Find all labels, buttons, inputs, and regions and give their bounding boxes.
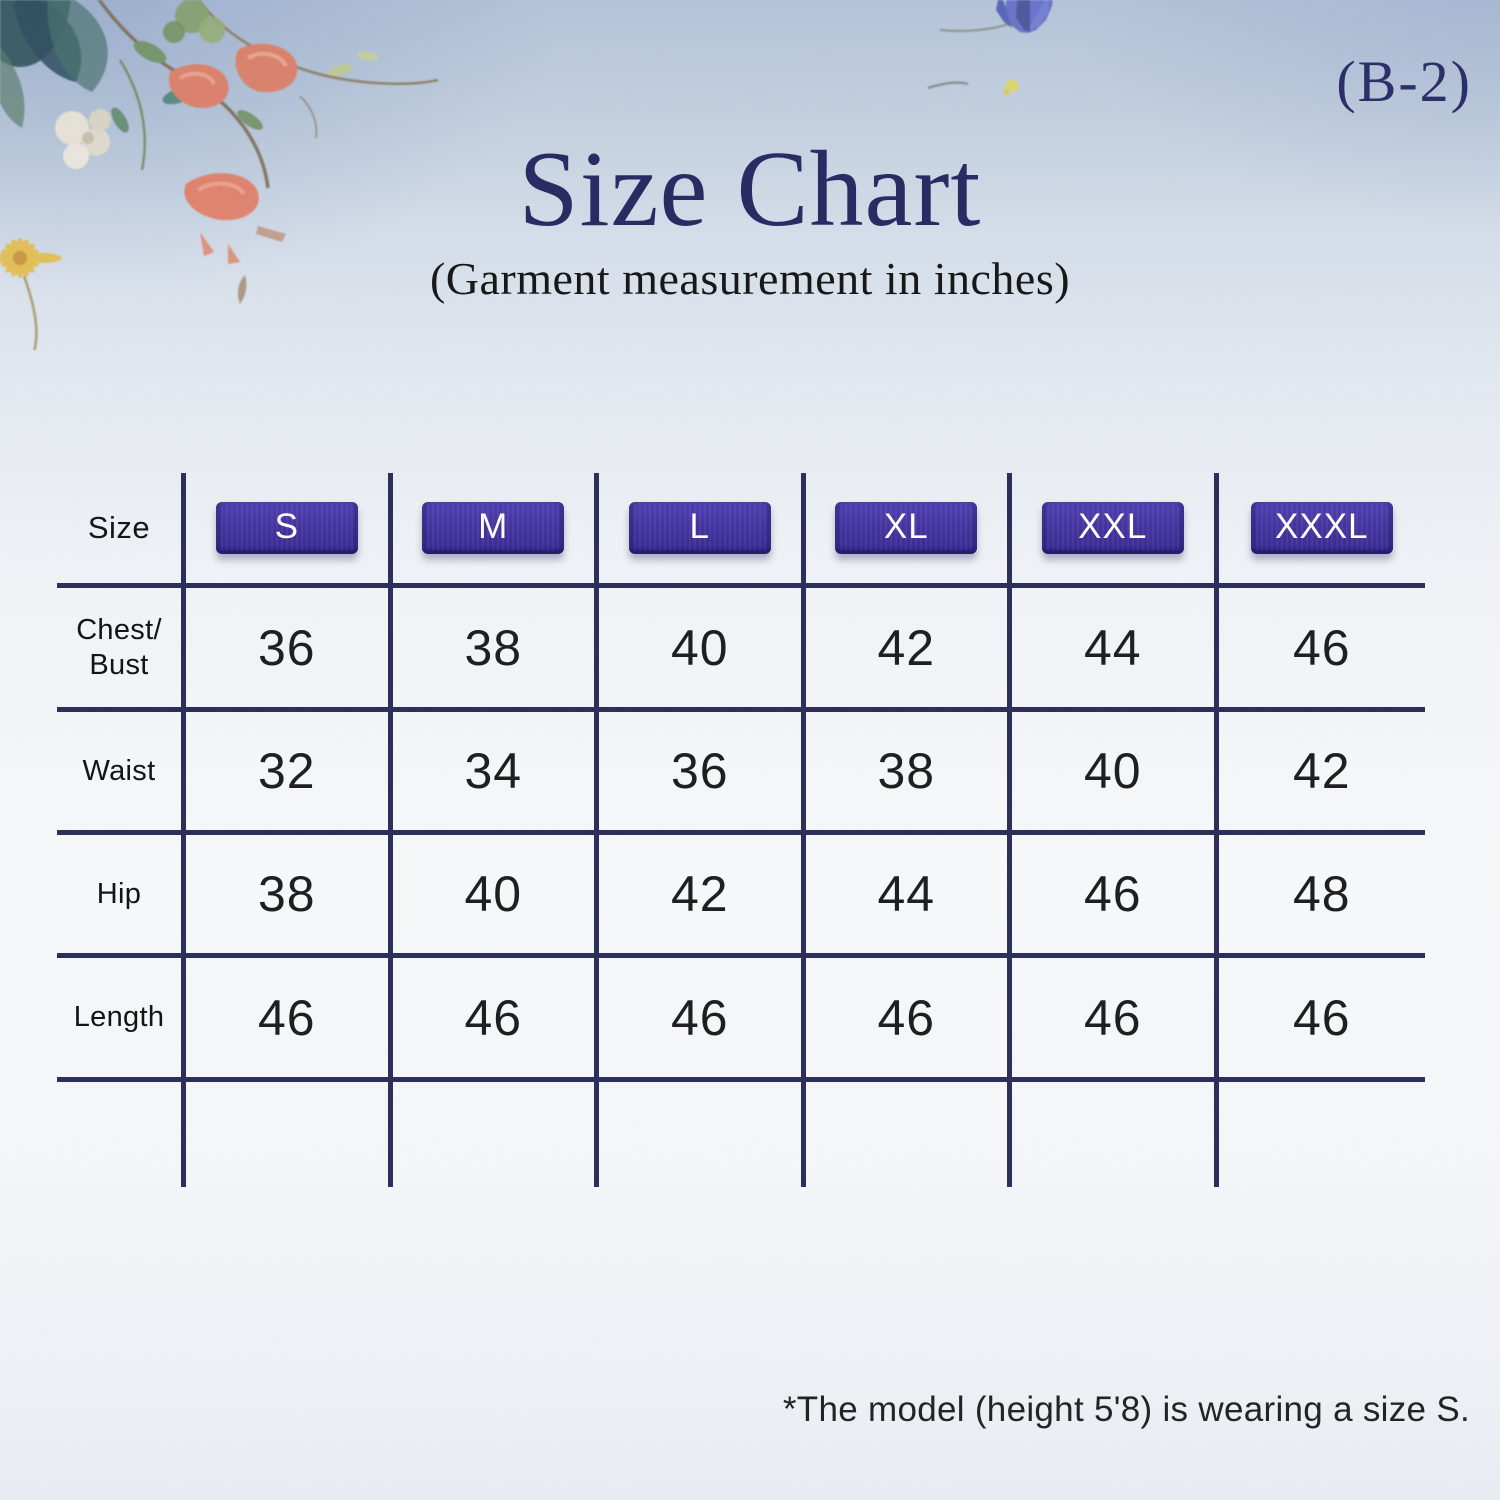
page-title: Size Chart [518,130,982,249]
page-subtitle: (Garment measurement in inches) [429,253,1071,304]
cell-length-m: 46 [392,958,599,1082]
size-table: Size S M L XL XXL XXXL Chest/Bust 36 38 … [57,473,1425,1187]
cell-waist-xl: 38 [805,712,1012,835]
cell-chest-xxl: 44 [1012,588,1219,712]
table-empty-cell [186,1082,393,1187]
cell-hip-xl: 44 [805,835,1012,958]
size-badge-l: L [628,502,771,554]
header-cell-xl: XL [805,473,1012,588]
row-label-waist: Waist [57,712,186,835]
cell-hip-l: 42 [599,835,806,958]
header-cell-xxl: XXL [1012,473,1219,588]
size-badge-s: S [215,502,358,554]
cell-chest-xxxl: 46 [1218,588,1425,712]
header-cell-xxxl: XXXL [1218,473,1425,588]
table-empty-cell [599,1082,806,1187]
header-cell-l: L [599,473,806,588]
table-empty-cell [806,1082,1012,1187]
cell-chest-xl: 42 [805,588,1012,712]
cell-chest-m: 38 [392,588,599,712]
size-badge-m: M [422,502,565,554]
cell-length-xl: 46 [805,958,1012,1082]
cell-length-s: 46 [186,958,393,1082]
size-column-header: Size [57,473,186,588]
variant-code-label: (B-2) [1336,49,1472,114]
cell-chest-s: 36 [186,588,393,712]
model-footnote: *The model (height 5'8) is wearing a siz… [782,1390,1470,1429]
cell-hip-s: 38 [186,835,393,958]
size-badge-xl: XL [835,502,978,554]
table-empty-cell [57,1082,186,1187]
cell-length-xxxl: 46 [1218,958,1425,1082]
row-label-chest-bust: Chest/Bust [57,588,186,712]
cell-hip-m: 40 [392,835,599,958]
table-empty-cell [393,1082,599,1187]
cell-waist-xxl: 40 [1012,712,1219,835]
cell-chest-l: 40 [599,588,806,712]
cell-hip-xxl: 46 [1012,835,1219,958]
cornflower-decoration [927,0,1053,96]
cell-length-l: 46 [599,958,806,1082]
size-badge-xxl: XXL [1041,502,1184,554]
cell-waist-m: 34 [392,712,599,835]
cell-hip-xxxl: 48 [1218,835,1425,958]
cell-waist-xxxl: 42 [1218,712,1425,835]
header-cell-s: S [186,473,393,588]
size-badge-xxxl: XXXL [1250,502,1393,554]
table-empty-cell [1012,1082,1219,1187]
row-label-length: Length [57,958,186,1082]
cell-length-xxl: 46 [1012,958,1219,1082]
cell-waist-l: 36 [599,712,806,835]
row-label-hip: Hip [57,835,186,958]
table-empty-cell [1219,1082,1426,1187]
cell-waist-s: 32 [186,712,393,835]
header-cell-m: M [392,473,599,588]
